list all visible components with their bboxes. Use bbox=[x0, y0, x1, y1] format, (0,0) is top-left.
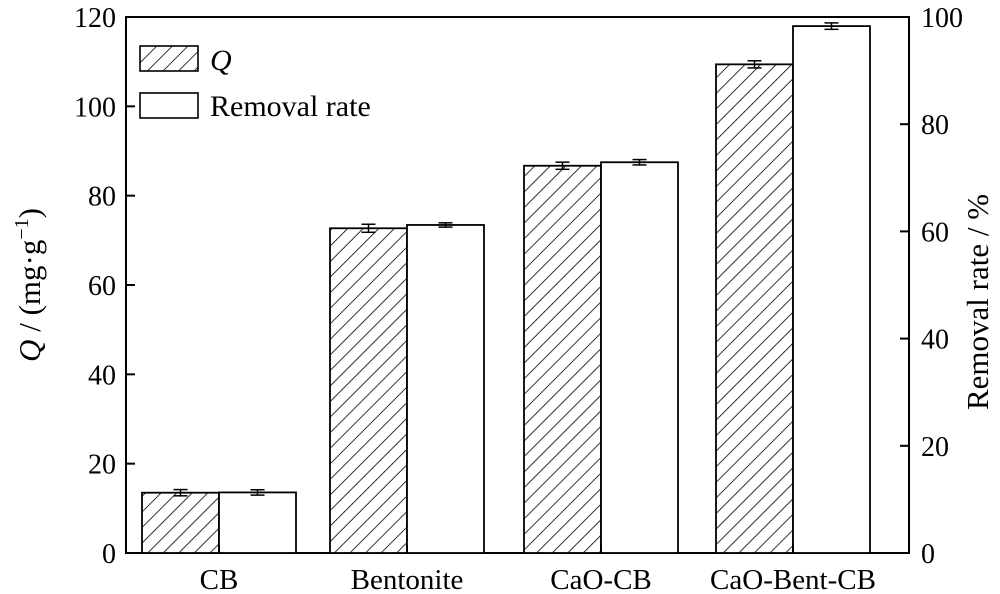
legend-label-removal-rate: Removal rate bbox=[210, 90, 371, 123]
right-tick-label: 0 bbox=[921, 539, 935, 570]
error-bar-q-cao-bent-cb bbox=[747, 60, 762, 69]
bars-layer bbox=[141, 25, 871, 554]
left-tick-label: 20 bbox=[88, 450, 116, 481]
right-tick-label: 60 bbox=[921, 217, 949, 248]
left-axis-ticks: 0 20 40 60 80 100 120 bbox=[74, 3, 135, 570]
right-axis-title: Removal rate / % bbox=[960, 194, 995, 410]
legend-label-q: Q bbox=[210, 44, 232, 77]
legend-swatch-removal-rate bbox=[139, 92, 199, 119]
legend-swatch-q bbox=[139, 45, 199, 72]
right-axis-ticks: 0 20 40 60 80 100 bbox=[900, 3, 963, 570]
category-label-cao-cb: CaO-CB bbox=[550, 564, 652, 594]
error-bar-q-cb bbox=[173, 488, 188, 497]
error-bars-layer bbox=[173, 22, 839, 497]
category-label-cao-bent-cb: CaO-Bent-CB bbox=[710, 564, 876, 594]
bar-q-cao-bent-cb bbox=[715, 63, 794, 554]
right-tick-label: 100 bbox=[921, 3, 963, 34]
bar-removal-rate-cao-bent-cb bbox=[792, 25, 871, 554]
error-bar-removal-rate-cb bbox=[250, 489, 265, 496]
left-tick-label: 120 bbox=[74, 3, 116, 34]
right-tick-label: 40 bbox=[921, 325, 949, 356]
left-tick-label: 100 bbox=[74, 92, 116, 123]
left-tick-label: 80 bbox=[88, 182, 116, 213]
category-label-cb: CB bbox=[200, 564, 239, 594]
bar-removal-rate-bentonite bbox=[406, 224, 485, 554]
bar-q-cb bbox=[141, 491, 220, 554]
left-axis-title: Q / (mg·g−1) bbox=[11, 208, 47, 362]
error-bar-removal-rate-cao-cb bbox=[632, 158, 647, 166]
left-tick-label: 60 bbox=[88, 271, 116, 302]
left-axis-title-superscript: −1 bbox=[11, 218, 33, 239]
right-tick-label: 20 bbox=[921, 432, 949, 463]
left-axis-title-close: ) bbox=[12, 208, 47, 218]
left-tick-label: 0 bbox=[102, 539, 116, 570]
error-bar-removal-rate-cao-bent-cb bbox=[824, 22, 839, 31]
bar-q-cao-cb bbox=[523, 164, 602, 554]
right-tick-label: 80 bbox=[921, 110, 949, 141]
bar-removal-rate-cb bbox=[218, 491, 297, 554]
error-bar-q-cao-cb bbox=[555, 161, 570, 171]
left-tick-label: 40 bbox=[88, 360, 116, 391]
error-bar-q-bentonite bbox=[361, 223, 376, 234]
left-axis-title-symbol: Q bbox=[12, 340, 47, 362]
left-axis-title-unit: / (mg·g bbox=[12, 240, 47, 340]
bar-q-bentonite bbox=[329, 227, 408, 554]
legend: Q Removal rate bbox=[139, 44, 371, 123]
category-labels: CB Bentonite CaO-CB CaO-Bent-CB bbox=[200, 545, 876, 594]
bar-removal-rate-cao-cb bbox=[600, 161, 679, 554]
category-label-bentonite: Bentonite bbox=[351, 564, 464, 594]
error-bar-removal-rate-bentonite bbox=[438, 222, 453, 228]
